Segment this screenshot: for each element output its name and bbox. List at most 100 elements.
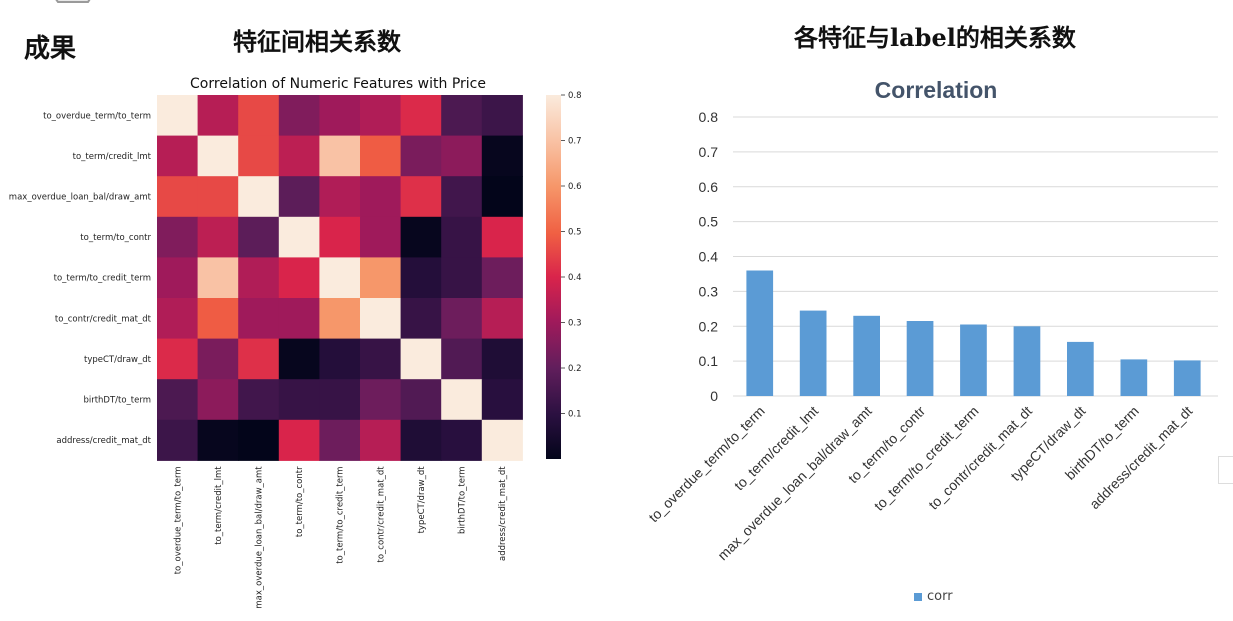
heatmap-cell [441,338,483,380]
heatmap-cell [481,298,523,340]
heatmap-cell [481,419,523,461]
heatmap-cell [319,135,361,177]
heatmap-row-label: max_overdue_loan_bal/draw_amt [9,193,152,203]
heatmap-cell [481,95,523,137]
heatmap-cell [360,216,402,258]
bar-chart-title: Correlation [875,77,998,103]
heatmap-row-label: birthDT/to_term [83,396,151,406]
heatmap-cell [319,298,361,340]
heatmap-cell [278,419,320,461]
heatmap-cell [319,216,361,258]
heatmap-title: Correlation of Numeric Features with Pri… [190,76,486,92]
heatmap-row-label: to_term/to_contr [80,233,151,243]
heatmap-cell [400,257,442,299]
heatmap-cell [400,95,442,137]
heatmap-row-label: to_overdue_term/to_term [43,111,151,121]
heatmap-cell [360,135,402,177]
bar-legend: corr [914,589,953,604]
heatmap-cell [157,95,199,137]
heatmap-cell [278,298,320,340]
y-tick-label: 0.4 [699,249,719,265]
y-tick-label: 0.2 [699,318,719,334]
heatmap-cell [481,216,523,258]
heatmap-cell [400,135,442,177]
heatmap-cell [360,419,402,461]
x-tick-label: to_term/to_credit_term [871,403,982,514]
heatmap-cell [441,379,483,421]
colorbar-tick-label: 0.6 [568,182,582,192]
bar [1067,341,1094,396]
heatmap-cell [197,298,239,340]
colorbar-tick-label: 0.7 [568,137,582,147]
heatmap-cell [319,257,361,299]
heatmap-cell [400,216,442,258]
colorbar-tick-label: 0.3 [568,319,582,329]
heatmap-cell [278,176,320,218]
heatmap-cell [157,338,199,380]
heatmap-cell [400,298,442,340]
heatmap-cell [400,338,442,380]
bar [1173,360,1201,396]
heatmap-cell [319,176,361,218]
y-tick-label: 0.3 [699,283,719,299]
heatmap-cell [481,176,523,218]
heatmap-cell [238,95,280,137]
colorbar [546,95,561,459]
heatmap-cell [238,338,280,380]
heatmap-cell [157,135,199,177]
bar [853,315,880,396]
heatmap-col-label: to_term/credit_lmt [214,466,224,545]
slide-tag: 成果 [24,34,77,64]
logo-mark [55,0,91,3]
heatmap-row-label: to_term/credit_lmt [73,152,152,162]
heatmap-cell [319,419,361,461]
heatmap-cell [441,135,483,177]
heatmap-cell [278,95,320,137]
heatmap-cell [157,176,199,218]
heatmap-cell [360,95,402,137]
heatmap-cell [360,298,402,340]
heatmap-cell [238,257,280,299]
y-tick-label: 0.1 [699,353,719,369]
heatmap-cell [197,338,239,380]
heatmap-cell [441,216,483,258]
heatmap-cell [157,257,199,299]
heatmap-cell [319,338,361,380]
heatmap-cell [238,135,280,177]
heatmap-cell [197,176,239,218]
heatmap-section-title: 特征间相关系数 [233,27,401,56]
heatmap-cell [238,216,280,258]
heatmap-cell [400,419,442,461]
heatmap-cell [278,216,320,258]
heatmap-cell [441,257,483,299]
heatmap-cell [197,257,239,299]
legend-label: corr [927,589,953,604]
bar [906,321,934,396]
bar [1013,326,1041,397]
bar [1120,359,1148,396]
heatmap-cell [157,419,199,461]
heatmap-cell [360,338,402,380]
heatmap-cell [197,379,239,421]
heatmap-cell [197,216,239,258]
heatmap-row-label: address/credit_mat_dt [56,436,151,446]
heatmap-cell [441,95,483,137]
bar [799,310,827,396]
bar [960,324,987,396]
y-tick-label: 0 [710,388,718,404]
y-tick-label: 0.5 [699,214,719,230]
x-tick-label: address/credit_mat_dt [1086,403,1195,512]
heatmap-cell [481,135,523,177]
heatmap-cell [157,216,199,258]
heatmap-cell [238,298,280,340]
heatmap-cell [238,379,280,421]
heatmap-col-label: max_overdue_loan_bal/draw_amt [255,466,265,609]
colorbar-tick-label: 0.1 [568,410,582,420]
side-marker [1218,456,1233,484]
heatmap-cell [278,257,320,299]
heatmap-cell [278,135,320,177]
bar [746,270,774,396]
heatmap-cell [400,176,442,218]
